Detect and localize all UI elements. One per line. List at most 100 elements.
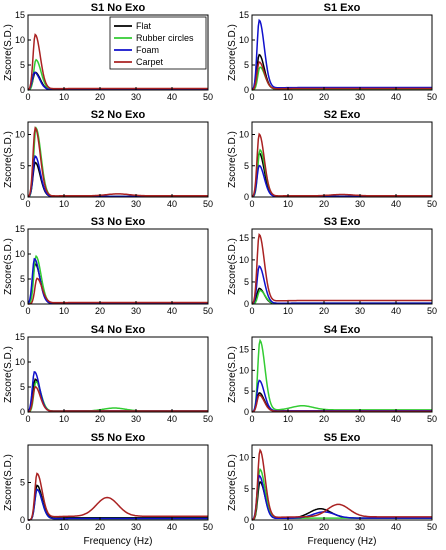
x-tick-label: 10 [59, 522, 69, 532]
x-tick-label: 40 [167, 199, 177, 209]
x-tick-label: 0 [249, 522, 254, 532]
x-tick-label: 10 [59, 306, 69, 316]
y-axis-label: Zscore(S.D.) [227, 454, 238, 511]
series-line [27, 371, 208, 413]
x-tick-label: 0 [249, 199, 254, 209]
y-tick-label: 10 [239, 35, 249, 45]
x-tick-label: 50 [427, 522, 437, 532]
y-tick-label: 5 [20, 60, 25, 70]
x-tick-label: 50 [203, 522, 213, 532]
x-tick-label: 40 [391, 414, 401, 424]
x-tick-label: 30 [131, 522, 141, 532]
panel-title: S1 No Exo [91, 2, 146, 14]
legend-label: Flat [136, 21, 152, 31]
plot-frame [27, 228, 209, 305]
y-tick-label: 5 [20, 274, 25, 284]
y-axis-label: Zscore(S.D.) [3, 131, 14, 188]
y-tick-label: 0 [20, 85, 25, 95]
x-tick-label: 50 [427, 414, 437, 424]
plot-frame [251, 336, 433, 413]
y-tick-label: 0 [244, 85, 249, 95]
series-line [251, 18, 432, 91]
y-tick-label: 5 [244, 277, 249, 287]
y-tick-label: 0 [20, 299, 25, 309]
legend-label: Carpet [136, 57, 164, 67]
panel-title: S4 Exo [324, 324, 361, 336]
y-tick-label: 15 [239, 345, 249, 355]
chart-panel: S5 No Exo 0 10 20 30 40 50 0 5 Zscore(S.D.) Freque… [3, 432, 213, 547]
y-axis-label: Zscore(S.D.) [3, 454, 14, 511]
series-line [27, 262, 208, 305]
series-line [251, 287, 432, 305]
y-axis-label: Zscore(S.D.) [3, 24, 14, 81]
series-line [28, 277, 208, 305]
series-line [27, 385, 208, 413]
series-line [27, 254, 208, 305]
plot-frame [27, 336, 209, 413]
x-tick-label: 10 [283, 92, 293, 102]
x-tick-label: 10 [59, 92, 69, 102]
x-tick-label: 20 [95, 306, 105, 316]
panel-title: S2 No Exo [91, 109, 146, 121]
x-tick-label: 50 [203, 414, 213, 424]
x-tick-label: 20 [95, 92, 105, 102]
plot-frame [251, 444, 433, 521]
y-tick-label: 15 [239, 233, 249, 243]
panel-title: S1 Exo [324, 2, 361, 14]
y-axis-label: Zscore(S.D.) [227, 238, 238, 295]
y-tick-label: 10 [15, 357, 25, 367]
legend-label: Rubber circles [136, 33, 194, 43]
series-line [27, 126, 208, 198]
series-line [251, 132, 432, 198]
series-line [251, 265, 432, 305]
legend-label: Foam [136, 45, 159, 55]
plot-frame [251, 14, 433, 91]
y-tick-label: 10 [239, 453, 249, 463]
series-line [251, 151, 432, 198]
y-tick-label: 0 [244, 407, 249, 417]
y-axis-label: Zscore(S.D.) [227, 24, 238, 81]
series-line [251, 474, 432, 521]
x-tick-label: 0 [25, 199, 30, 209]
x-tick-label: 30 [131, 92, 141, 102]
x-tick-label: 0 [249, 306, 254, 316]
y-axis-label: Zscore(S.D.) [227, 346, 238, 403]
y-tick-label: 10 [15, 249, 25, 259]
y-tick-label: 15 [15, 332, 25, 342]
series-line [251, 66, 432, 91]
x-tick-label: 50 [427, 306, 437, 316]
series-line [251, 379, 432, 413]
y-tick-label: 10 [15, 35, 25, 45]
x-tick-label: 30 [355, 414, 365, 424]
y-tick-label: 5 [244, 386, 249, 396]
x-tick-label: 40 [391, 522, 401, 532]
x-tick-label: 20 [319, 199, 329, 209]
y-tick-label: 0 [244, 515, 249, 525]
series-line [27, 33, 208, 91]
series-line [251, 394, 432, 413]
x-tick-label: 30 [131, 414, 141, 424]
y-tick-label: 10 [239, 255, 249, 265]
x-tick-label: 30 [355, 92, 365, 102]
x-tick-label: 20 [319, 92, 329, 102]
series-line [251, 233, 432, 305]
plot-frame [27, 444, 209, 521]
x-tick-label: 10 [59, 414, 69, 424]
x-tick-label: 10 [59, 199, 69, 209]
series-line [251, 148, 432, 198]
series-line [251, 61, 432, 91]
series-line [27, 126, 208, 198]
panel-title: S3 No Exo [91, 216, 146, 228]
x-tick-label: 20 [319, 306, 329, 316]
x-tick-label: 40 [167, 522, 177, 532]
x-tick-label: 40 [167, 92, 177, 102]
y-tick-label: 10 [239, 130, 249, 140]
y-tick-label: 15 [239, 10, 249, 20]
x-tick-label: 50 [203, 306, 213, 316]
